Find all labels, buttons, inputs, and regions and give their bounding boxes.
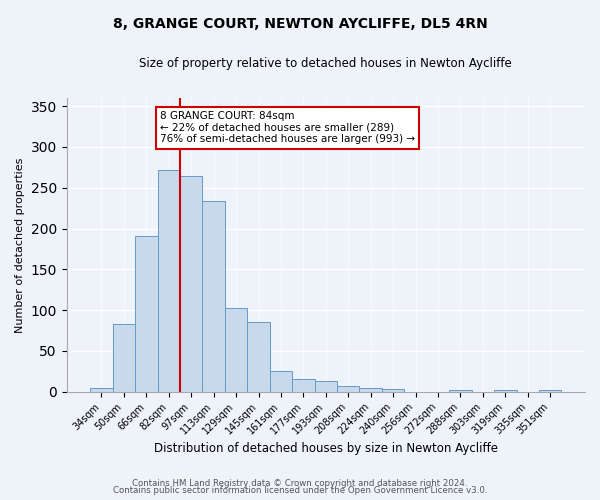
Bar bbox=[270, 372, 292, 392]
Bar bbox=[494, 390, 517, 392]
Bar bbox=[337, 386, 359, 392]
Bar bbox=[314, 381, 337, 392]
Title: Size of property relative to detached houses in Newton Aycliffe: Size of property relative to detached ho… bbox=[139, 58, 512, 70]
Bar bbox=[225, 308, 247, 392]
Text: Contains HM Land Registry data © Crown copyright and database right 2024.: Contains HM Land Registry data © Crown c… bbox=[132, 478, 468, 488]
Bar bbox=[113, 324, 135, 392]
Bar bbox=[359, 388, 382, 392]
Bar bbox=[90, 388, 113, 392]
Bar bbox=[202, 201, 225, 392]
Text: 8, GRANGE COURT, NEWTON AYCLIFFE, DL5 4RN: 8, GRANGE COURT, NEWTON AYCLIFFE, DL5 4R… bbox=[113, 18, 487, 32]
Bar bbox=[135, 236, 158, 392]
Bar bbox=[449, 390, 472, 392]
Text: Contains public sector information licensed under the Open Government Licence v3: Contains public sector information licen… bbox=[113, 486, 487, 495]
Bar bbox=[180, 176, 202, 392]
Y-axis label: Number of detached properties: Number of detached properties bbox=[15, 157, 25, 332]
Bar bbox=[382, 390, 404, 392]
Text: 8 GRANGE COURT: 84sqm
← 22% of detached houses are smaller (289)
76% of semi-det: 8 GRANGE COURT: 84sqm ← 22% of detached … bbox=[160, 112, 415, 144]
Bar bbox=[539, 390, 562, 392]
Bar bbox=[247, 322, 270, 392]
X-axis label: Distribution of detached houses by size in Newton Aycliffe: Distribution of detached houses by size … bbox=[154, 442, 498, 455]
Bar bbox=[158, 170, 180, 392]
Bar bbox=[292, 380, 314, 392]
